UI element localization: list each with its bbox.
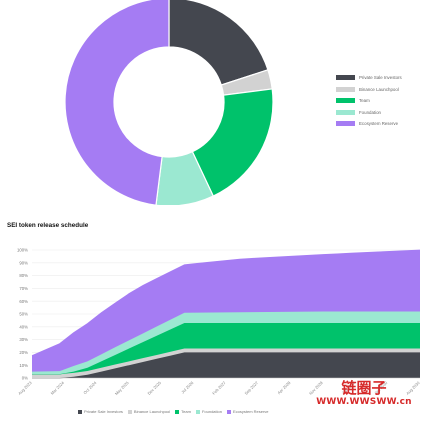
x-tick-label: Feb 2027 [211,380,227,396]
x-tick-label: Mar 2024 [50,380,66,396]
donut-chart [55,0,285,207]
area-series-team [32,322,420,375]
legend-label: Team [359,98,370,104]
donut-legend-item: Foundation [336,107,402,119]
area-chart-title: SEI token release schedule [7,222,89,229]
x-tick-label: Apr 2028 [276,380,292,396]
y-tick-label: 100% [17,248,28,253]
area-legend-item: Ecosystem Reserve [226,409,269,414]
area-chart: 0% 10% 20% 30% 40% 50% 60% 70% 80% 90% 100% Aug 202… [17,248,421,397]
x-tick-label: Sep 2027 [243,380,259,396]
area-series-ecosystem-reserve [32,250,420,372]
legend-swatch [127,409,132,414]
area-series-private-sale-investors [32,352,420,378]
area-series-foundation [32,311,420,375]
legend-swatch [78,409,82,414]
x-tick-label: Dec 2025 [146,380,162,396]
legend-swatch [336,86,355,92]
area-legend-item: Team [175,409,191,414]
x-tick-label: Oct 2024 [82,380,98,396]
donut-legend-item: Binance Launchpool [336,84,402,96]
area-legend-item: Private Sale Investors [78,409,123,414]
donut-legend-item: Team [336,95,402,107]
area-legend-item: Foundation [195,409,222,414]
legend-label: Foundation [359,109,381,115]
y-tick-label: 60% [19,299,28,304]
legend-swatch [336,121,355,127]
y-tick-label: 50% [19,312,28,317]
legend-label: Private Sale Investors [359,75,402,81]
legend-label: Foundation [201,409,222,414]
legend-swatch [336,98,355,104]
watermark-url: WWW.WWSWW.cn [316,397,412,407]
donut-slice-private-sale-investors [168,0,269,86]
legend-label: Ecosystem Reserve [232,409,269,414]
donut-legend-item: Ecosystem Reserve [336,118,402,130]
y-tick-label: 10% [19,363,28,368]
x-tick-label: Aug 2023 [17,380,33,396]
y-tick-label: 40% [19,324,28,329]
legend-swatch [336,109,355,115]
y-tick-label: 20% [19,350,28,355]
area-legend: Private Sale Investors Binance Launchpool… [78,409,274,414]
legend-swatch [195,409,200,414]
donut-svg [64,0,274,207]
donut-legend-item: Private Sale Investors [336,72,402,84]
x-tick-label: May 2025 [114,380,131,397]
watermark-logo-text: 链圈子 [341,379,387,397]
legend-label: Team [181,409,191,414]
legend-swatch [226,409,231,414]
area-legend-item: Binance Launchpool [127,409,171,414]
legend-label: Ecosystem Reserve [359,121,399,127]
y-tick-label: 30% [19,337,28,342]
y-tick-label: 80% [19,273,28,278]
legend-swatch [175,409,180,414]
area-line-ecosystem-reserve [31,249,421,356]
donut-slice-ecosystem-reserve [64,0,170,206]
donut-legend: Private Sale Investors Binance Launchpool… [336,72,402,130]
y-tick-label: 70% [19,286,28,291]
watermark: 链圈子 WWW.WWSWW.cn [306,379,422,408]
y-tick-label: 0% [22,376,28,381]
legend-label: Private Sale Investors [84,409,123,414]
legend-label: Binance Launchpool [133,409,171,414]
legend-swatch [336,75,355,81]
x-tick-label: Jul 2026 [180,380,195,395]
legend-label: Binance Launchpool [359,86,399,92]
y-tick-label: 90% [19,260,28,265]
area-series-binance-launchpool [32,348,420,378]
